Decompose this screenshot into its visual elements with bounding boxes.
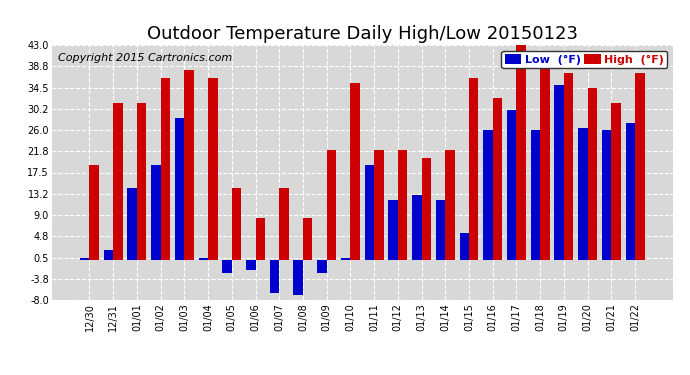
Bar (412, 195, 422, 260)
Bar (222, 260, 232, 273)
Bar (326, 150, 336, 260)
Bar (507, 110, 516, 260)
Bar (113, 102, 123, 260)
Legend: Low  (°F), High  (°F): Low (°F), High (°F) (502, 51, 667, 68)
Bar (184, 70, 194, 260)
Bar (483, 130, 493, 260)
Bar (137, 102, 146, 260)
Bar (208, 78, 217, 260)
Bar (232, 188, 241, 260)
Bar (351, 82, 360, 260)
Bar (246, 260, 255, 270)
Bar (279, 188, 288, 260)
Text: Copyright 2015 Cartronics.com: Copyright 2015 Cartronics.com (58, 53, 233, 63)
Bar (635, 72, 644, 260)
Bar (564, 72, 573, 260)
Bar (255, 217, 265, 260)
Bar (364, 165, 374, 260)
Bar (175, 117, 184, 260)
Bar (161, 78, 170, 260)
Bar (445, 150, 455, 260)
Bar (516, 40, 526, 260)
Bar (104, 250, 113, 260)
Bar (199, 258, 208, 260)
Bar (578, 128, 588, 260)
Bar (80, 258, 90, 260)
Bar (422, 158, 431, 260)
Bar (588, 87, 597, 260)
Bar (531, 130, 540, 260)
Title: Outdoor Temperature Daily High/Low 20150123: Outdoor Temperature Daily High/Low 20150… (147, 26, 578, 44)
Bar (469, 78, 478, 260)
Bar (151, 165, 161, 260)
Bar (493, 98, 502, 260)
Bar (374, 150, 384, 260)
Bar (602, 130, 611, 260)
Bar (293, 260, 303, 295)
Bar (398, 150, 407, 260)
Bar (626, 123, 635, 260)
Bar (554, 85, 564, 260)
Bar (303, 217, 313, 260)
Bar (388, 200, 398, 260)
Bar (436, 200, 445, 260)
Bar (460, 232, 469, 260)
Bar (270, 260, 279, 292)
Bar (128, 188, 137, 260)
Bar (540, 57, 550, 260)
Bar (341, 258, 351, 260)
Bar (90, 165, 99, 260)
Bar (611, 102, 621, 260)
Bar (317, 260, 326, 273)
